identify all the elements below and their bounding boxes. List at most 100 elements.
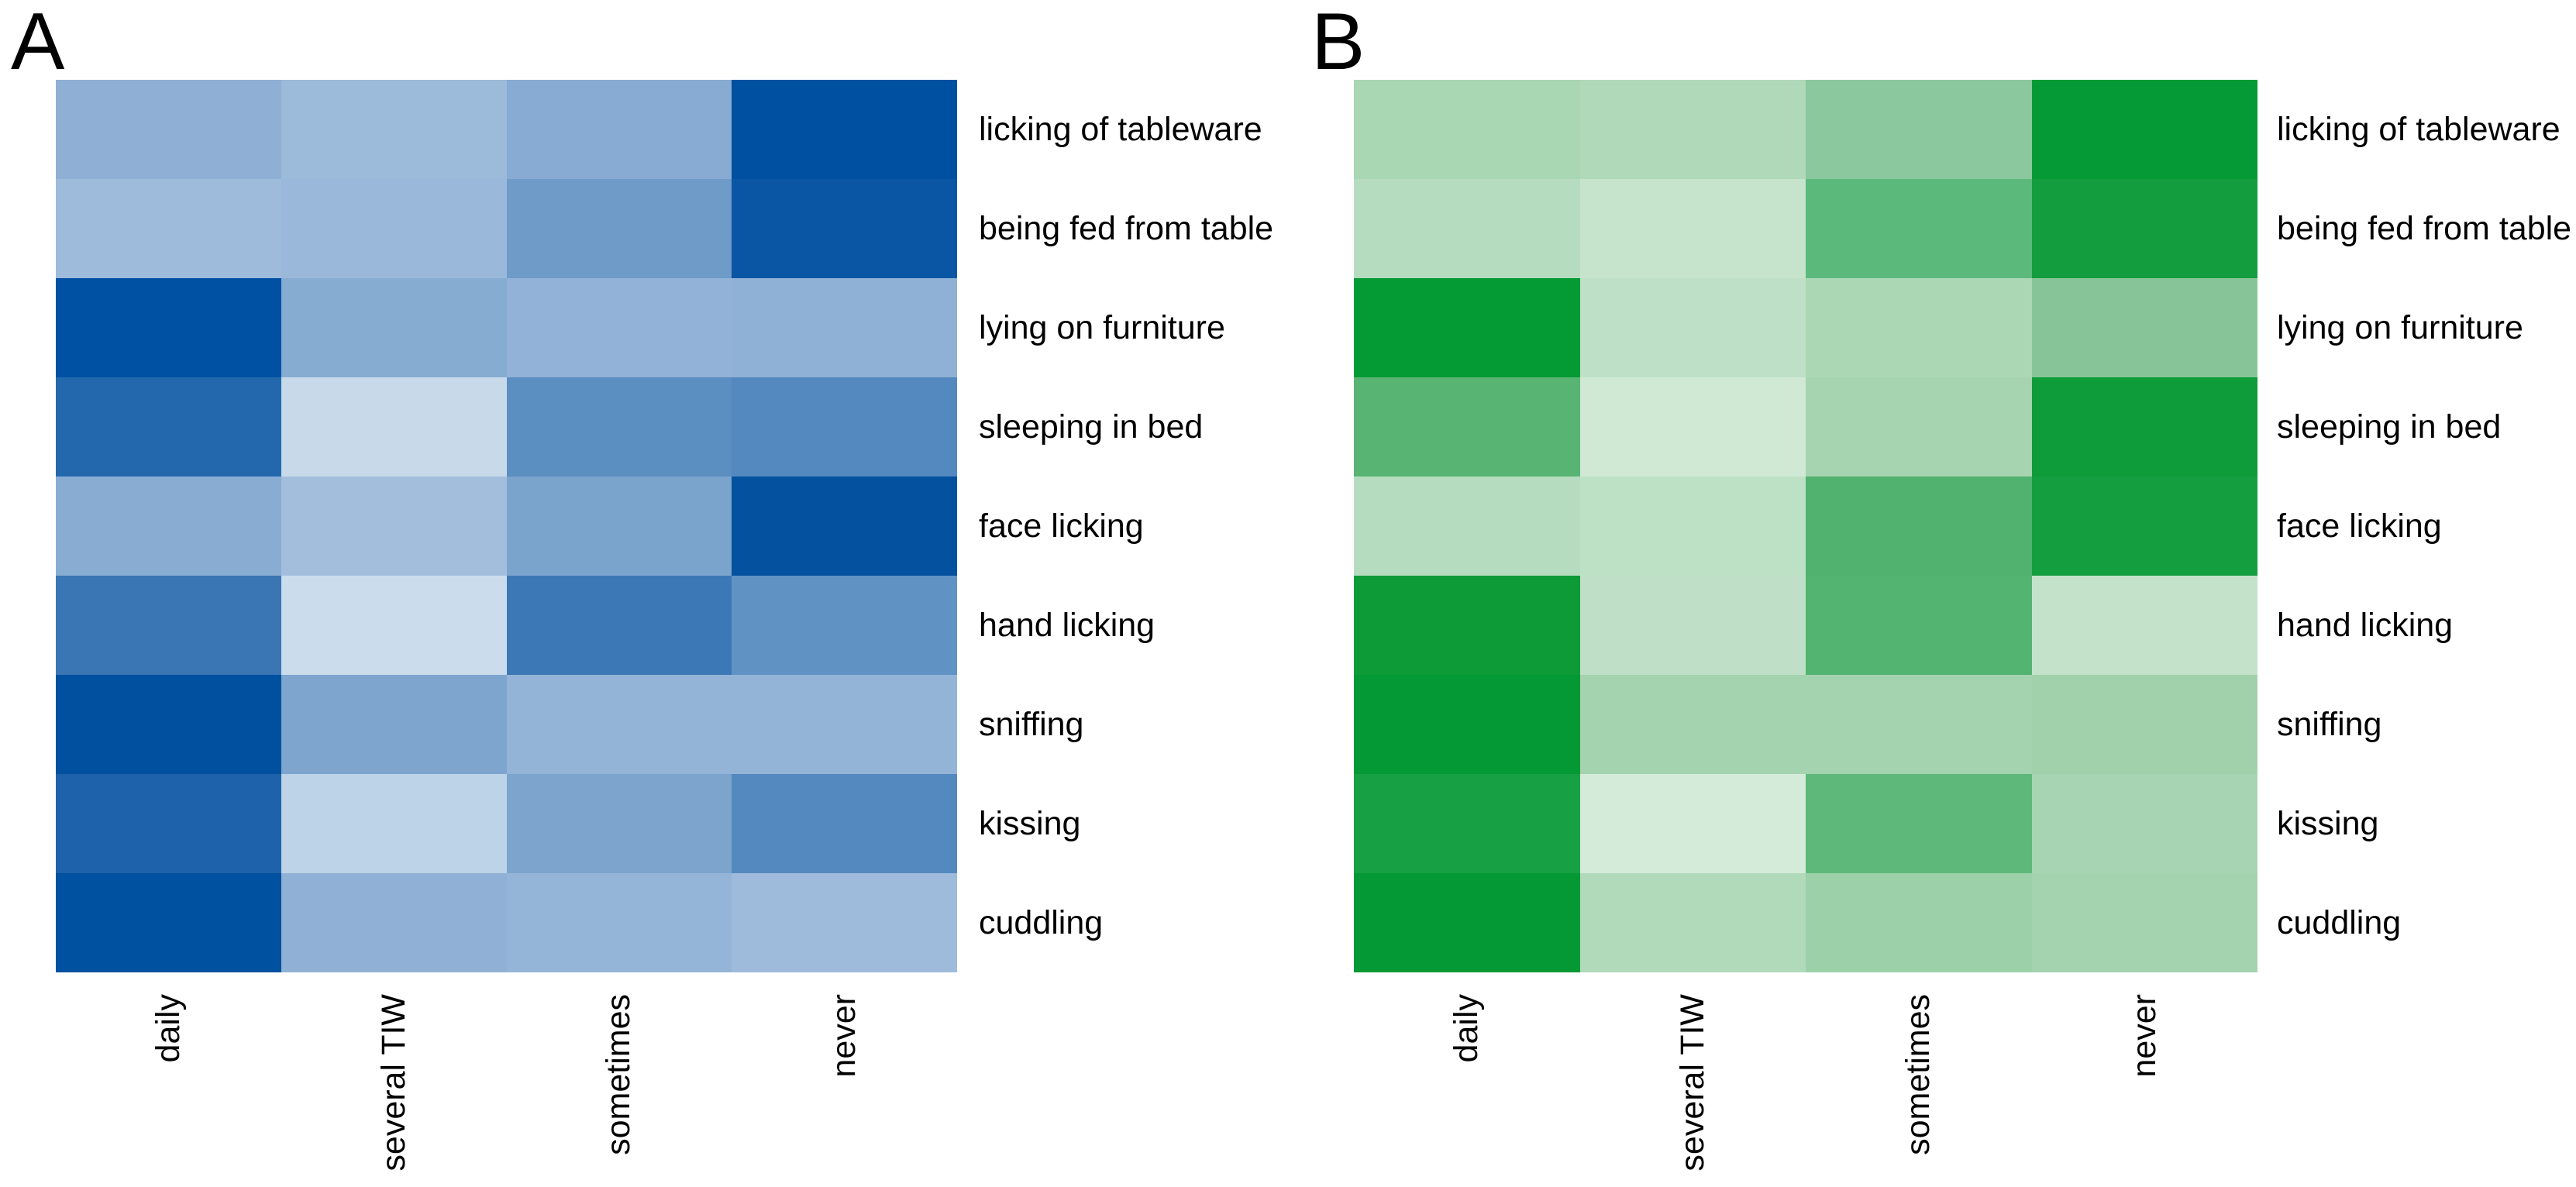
row-label-2: being fed from table — [2277, 209, 2572, 247]
heatmap-a-cell-r2-c1 — [56, 179, 281, 278]
row-label-4: sleeping in bed — [979, 408, 1204, 446]
heatmap-a-cell-r9-c4 — [732, 873, 957, 972]
heatmap-b-cell-r6-c4 — [2031, 576, 2257, 675]
heatmap-a-cell-r7-c2 — [281, 675, 507, 774]
panel-a-letter: A — [11, 0, 65, 87]
heatmap-b-cell-r8-c3 — [1806, 774, 2032, 873]
heatmap-a-col-labels: daily several TIW sometimes never — [56, 972, 957, 1185]
heatmap-b-cell-r2-c1 — [1354, 179, 1580, 278]
heatmap-a-cell-r8-c3 — [506, 774, 732, 873]
heatmap-b-cell-r1-c1 — [1354, 80, 1580, 179]
heatmap-a-cell-r3-c4 — [732, 278, 957, 377]
heatmap-b-cell-r4-c3 — [1806, 377, 2032, 477]
heatmap-a-cell-r5-c2 — [281, 477, 507, 576]
heatmap-b-cell-r4-c2 — [1579, 377, 1806, 477]
col-label-1: daily — [1448, 994, 1486, 1063]
row-label-9: cuddling — [979, 903, 1104, 941]
heatmap-a-cell-r5-c3 — [506, 477, 732, 576]
row-label-6: hand licking — [2277, 606, 2454, 644]
heatmap-a-cell-r7-c4 — [732, 675, 957, 774]
heatmap-b-cell-r5-c1 — [1354, 477, 1580, 576]
heatmap-b-cell-r9-c4 — [2031, 873, 2257, 972]
heatmap-b-cell-r7-c4 — [2031, 675, 2257, 774]
heatmap-b-cell-r1-c3 — [1806, 80, 2032, 179]
heatmap-a-row-labels: licking of tableware being fed from table… — [979, 80, 1273, 972]
heatmap-b-cell-r7-c2 — [1579, 675, 1806, 774]
col-label-1: daily — [149, 994, 187, 1063]
heatmap-b-cell-r2-c2 — [1579, 179, 1806, 278]
heatmap-b-cell-r8-c1 — [1354, 774, 1580, 873]
heatmap-a-cell-r4-c2 — [281, 377, 507, 477]
row-label-7: sniffing — [979, 705, 1084, 743]
heatmap-b-cell-r9-c3 — [1806, 873, 2032, 972]
row-label-3: lying on furniture — [979, 308, 1225, 346]
heatmap-b-cell-r6-c3 — [1806, 576, 2032, 675]
heatmap-b-cell-r3-c2 — [1579, 278, 1806, 377]
col-label-4: never — [825, 994, 863, 1078]
heatmap-b-cell-r5-c4 — [2031, 477, 2257, 576]
row-label-8: kissing — [2277, 804, 2379, 842]
heatmap-a-cell-r9-c2 — [281, 873, 507, 972]
heatmap-b-cell-r5-c3 — [1806, 477, 2032, 576]
heatmap-a-cell-r9-c3 — [506, 873, 732, 972]
heatmap-a-cell-r1-c1 — [56, 80, 281, 179]
col-label-2: several TIW — [374, 994, 412, 1172]
heatmap-b-cell-r1-c4 — [2031, 80, 2257, 179]
row-label-7: sniffing — [2277, 705, 2382, 743]
heatmap-b-cell-r8-c4 — [2031, 774, 2257, 873]
heatmap-a-cell-r5-c4 — [732, 477, 957, 576]
heatmap-b-cell-r7-c1 — [1354, 675, 1580, 774]
heatmap-b-cell-r3-c1 — [1354, 278, 1580, 377]
col-label-4: never — [2125, 994, 2163, 1078]
heatmap-b-cell-r2-c3 — [1806, 179, 2032, 278]
heatmap-b-cell-r3-c4 — [2031, 278, 2257, 377]
heatmap-a-cell-r4-c1 — [56, 377, 281, 477]
heatmap-a-cell-r4-c4 — [732, 377, 957, 477]
heatmap-a-cell-r1-c4 — [732, 80, 957, 179]
heatmap-a-cell-r3-c1 — [56, 278, 281, 377]
heatmap-b-cell-r2-c4 — [2031, 179, 2257, 278]
heatmap-a-cell-r2-c2 — [281, 179, 507, 278]
col-label-3: sometimes — [1899, 994, 1937, 1155]
heatmap-a-cell-r6-c2 — [281, 576, 507, 675]
row-label-5: face licking — [2277, 507, 2442, 545]
row-label-9: cuddling — [2277, 903, 2402, 941]
heatmap-a-cell-r8-c1 — [56, 774, 281, 873]
row-label-4: sleeping in bed — [2277, 408, 2502, 446]
heatmap-b-row-labels: licking of tableware being fed from table… — [2277, 80, 2571, 972]
heatmap-a-cell-r8-c4 — [732, 774, 957, 873]
col-label-3: sometimes — [600, 994, 638, 1155]
heatmap-a-cell-r1-c2 — [281, 80, 507, 179]
heatmap-a-cell-r1-c3 — [506, 80, 732, 179]
heatmap-a-cell-r8-c2 — [281, 774, 507, 873]
heatmap-a-cell-r3-c3 — [506, 278, 732, 377]
row-label-3: lying on furniture — [2277, 308, 2523, 346]
row-label-1: licking of tableware — [2277, 110, 2561, 148]
heatmap-a-cell-r4-c3 — [506, 377, 732, 477]
heatmap-a — [56, 80, 957, 972]
heatmap-a-cell-r6-c4 — [732, 576, 957, 675]
heatmap-a-cell-r2-c4 — [732, 179, 957, 278]
heatmap-b-cell-r9-c2 — [1579, 873, 1806, 972]
heatmap-a-cell-r7-c3 — [506, 675, 732, 774]
heatmap-a-cell-r9-c1 — [56, 873, 281, 972]
heatmap-b-cell-r5-c2 — [1579, 477, 1806, 576]
heatmap-b-cell-r7-c3 — [1806, 675, 2032, 774]
heatmap-a-cell-r2-c3 — [506, 179, 732, 278]
heatmap-b-cell-r9-c1 — [1354, 873, 1580, 972]
heatmap-b-cell-r3-c3 — [1806, 278, 2032, 377]
heatmap-a-cell-r6-c1 — [56, 576, 281, 675]
heatmap-b-cell-r8-c2 — [1579, 774, 1806, 873]
heatmap-a-cell-r6-c3 — [506, 576, 732, 675]
row-label-1: licking of tableware — [979, 110, 1262, 148]
heatmap-b — [1354, 80, 2257, 972]
row-label-6: hand licking — [979, 606, 1155, 644]
heatmap-b-col-labels: daily several TIW sometimes never — [1354, 972, 2257, 1185]
heatmap-b-cell-r4-c4 — [2031, 377, 2257, 477]
heatmap-b-cell-r4-c1 — [1354, 377, 1580, 477]
heatmap-b-cell-r6-c2 — [1579, 576, 1806, 675]
heatmap-a-cell-r5-c1 — [56, 477, 281, 576]
panel-b-letter: B — [1311, 0, 1365, 87]
heatmap-a-cell-r7-c1 — [56, 675, 281, 774]
heatmap-b-cell-r1-c2 — [1579, 80, 1806, 179]
